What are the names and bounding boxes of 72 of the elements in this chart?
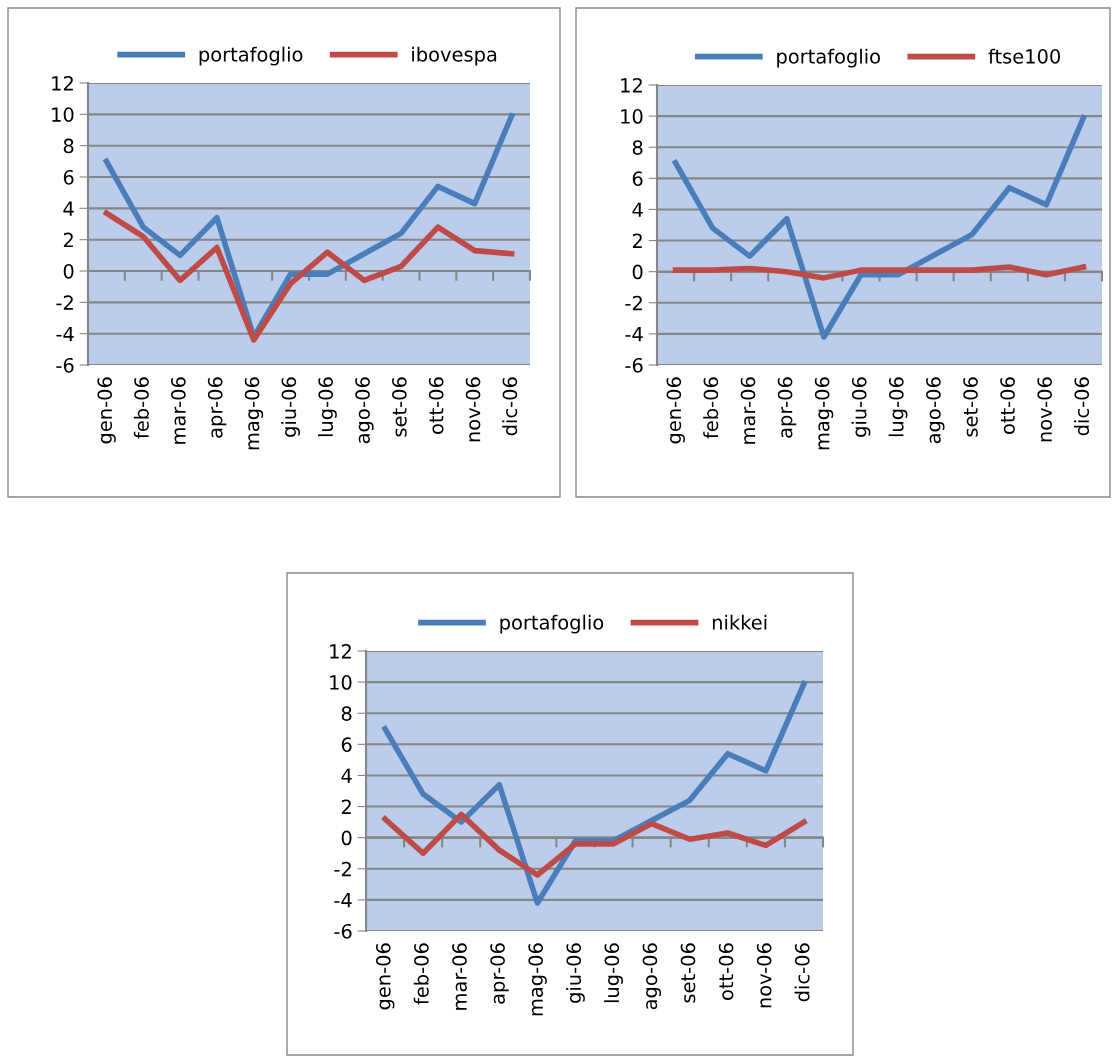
x-tick-label: mar-06 (740, 377, 756, 444)
x-tick-label: mar-06 (452, 943, 467, 1010)
x-tick-label: feb-06 (703, 377, 719, 439)
y-tick-label: -2 (334, 861, 351, 877)
x-tick-label: ott-06 (1000, 377, 1015, 434)
x-tick-label: ott-06 (428, 377, 444, 434)
x-tick-label: dic-06 (502, 377, 518, 436)
y-tick-label: 2 (632, 233, 642, 248)
x-tick-label: feb-06 (133, 377, 149, 439)
y-tick-label: 6 (341, 737, 352, 752)
x-tick-label: ago-06 (642, 943, 662, 1010)
x-tick-label: ott-06 (718, 943, 734, 1000)
x-tick-label: nov-06 (756, 943, 772, 1008)
y-tick-label: -6 (334, 923, 352, 939)
y-tick-label: -6 (56, 357, 74, 373)
x-tick-label: giu-06 (566, 943, 585, 1003)
x-tick-label: lug-06 (888, 377, 908, 437)
x-tick-label: mag-06 (528, 943, 547, 1016)
y-tick-label: 10 (621, 109, 643, 124)
x-tick-label: dic-06 (1074, 377, 1090, 436)
x-tick-label: gen-06 (666, 377, 685, 444)
legend-label: ftse100 (988, 48, 1061, 64)
y-tick-label: 8 (63, 138, 74, 154)
y-tick-label: -4 (334, 893, 352, 908)
y-tick-label: 6 (63, 169, 74, 185)
y-tick-label: -4 (56, 326, 74, 342)
legend-label: ibovespa (412, 46, 497, 66)
x-tick-label: set-06 (963, 377, 978, 437)
legend-label: portafoglio (199, 46, 303, 66)
x-tick-label: dic-06 (794, 943, 810, 1002)
y-tick-label: 4 (341, 768, 352, 783)
y-tick-label: -2 (56, 295, 73, 310)
x-tick-label: nov-06 (465, 377, 481, 442)
x-tick-label: ago-06 (355, 377, 374, 444)
y-tick-label: 6 (632, 171, 643, 186)
y-tick-label: 4 (63, 201, 74, 216)
x-tick-label: giu-06 (851, 377, 871, 437)
y-tick-label: 0 (632, 264, 643, 280)
x-tick-label: set-06 (680, 943, 696, 1003)
y-tick-label: 2 (63, 232, 73, 248)
y-tick-label: 12 (621, 77, 642, 93)
x-tick-label: apr-06 (777, 377, 797, 438)
x-tick-label: mag-06 (244, 377, 264, 450)
x-tick-label: lug-06 (318, 377, 337, 437)
y-tick-label: 10 (52, 107, 74, 122)
x-tick-label: gen-06 (97, 377, 116, 444)
x-tick-label: nov-06 (1037, 377, 1053, 442)
x-tick-label: gen-06 (375, 943, 395, 1010)
y-tick-label: 0 (63, 263, 74, 279)
x-tick-label: mar-06 (171, 377, 186, 444)
y-tick-label: -2 (625, 295, 642, 311)
x-tick-label: mag-06 (814, 377, 834, 450)
y-tick-label: 12 (52, 75, 73, 91)
x-tick-label: lug-06 (604, 943, 623, 1003)
y-tick-label: 8 (341, 706, 352, 721)
x-tick-label: apr-06 (207, 377, 227, 438)
x-tick-label: set-06 (392, 377, 407, 437)
x-tick-label: giu-06 (281, 377, 300, 437)
x-tick-label: apr-06 (490, 943, 509, 1004)
y-tick-label: 2 (341, 799, 351, 814)
y-tick-label: 4 (632, 202, 643, 217)
y-tick-label: 12 (330, 643, 351, 659)
y-tick-label: -4 (625, 327, 643, 342)
y-tick-label: 0 (341, 830, 352, 846)
x-tick-label: feb-06 (413, 943, 429, 1005)
y-tick-label: 8 (632, 140, 643, 155)
legend-label: nikkei (712, 614, 767, 630)
legend-label: portafoglio (500, 614, 604, 634)
y-tick-label: -6 (625, 357, 643, 373)
x-tick-label: ago-06 (926, 377, 945, 444)
y-tick-label: 10 (330, 675, 352, 690)
legend-label: portafoglio (777, 48, 880, 68)
